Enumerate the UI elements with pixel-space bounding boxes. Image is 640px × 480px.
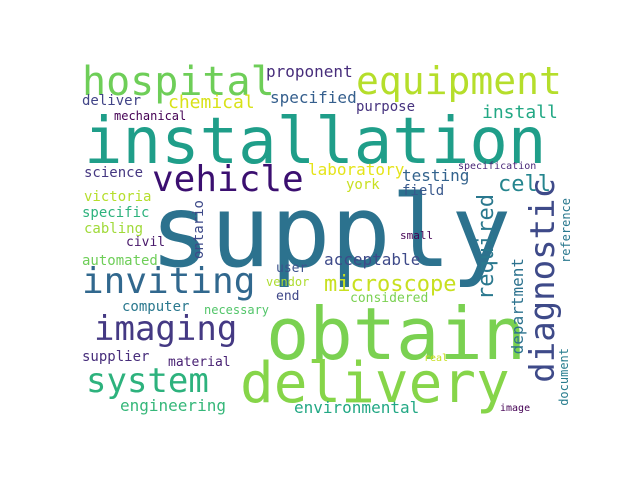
word-engineering: engineering [120,396,226,415]
word-specified: specified [270,88,357,107]
word-reference: reference [559,198,573,264]
word-ontario: ontario [191,200,207,260]
word-cloud: installation supply obtain delivery hosp… [80,58,574,420]
word-york: york [346,177,380,193]
word-user: user [276,261,308,276]
word-specific: specific [82,205,150,221]
word-necessary: necessary [204,303,270,317]
word-supply: supply [150,173,512,290]
word-computer: computer [122,299,190,315]
word-vehicle: vehicle [152,159,304,200]
word-automated: automated [82,253,158,269]
word-laboratory: laboratory [308,160,405,179]
word-microscope: microscope [324,272,457,297]
word-considered: considered [350,291,429,306]
word-vendor: vendor [266,275,310,289]
word-victoria: victoria [84,189,152,205]
word-inviting: inviting [82,261,256,302]
word-cabling: cabling [84,221,144,237]
word-equipment: equipment [356,59,562,103]
word-specification: specification [458,161,537,172]
word-imaging: imaging [94,309,238,349]
word-chemical: chemical [168,92,255,113]
word-cell: cell [498,172,551,197]
word-purpose: purpose [356,99,416,115]
word-hospital: hospital [82,59,275,105]
word-small: small [400,229,434,242]
word-environmental: environmental [294,398,420,417]
word-image: image [500,403,531,414]
word-proponent: proponent [266,62,353,81]
word-deliver: deliver [82,93,142,109]
word-document: document [557,348,571,406]
word-material: material [168,355,231,370]
word-science: science [84,165,144,181]
word-installation: installation [84,105,547,179]
word-civil: civil [126,235,166,250]
word-real: real [424,353,449,364]
word-testing: testing [402,166,470,185]
word-mechanical: mechanical [114,109,187,123]
word-install: install [482,102,558,123]
word-end: end [276,289,300,304]
word-delivery: delivery [240,351,510,416]
word-field: field [402,183,445,199]
word-diagnostic: diagnostic [523,178,563,383]
word-acceptable: acceptable [324,250,421,269]
word-supplier: supplier [82,349,150,365]
word-obtain: obtain [266,292,527,376]
word-system: system [86,361,209,401]
word-required: required [474,194,499,300]
word-department: department [508,258,527,355]
